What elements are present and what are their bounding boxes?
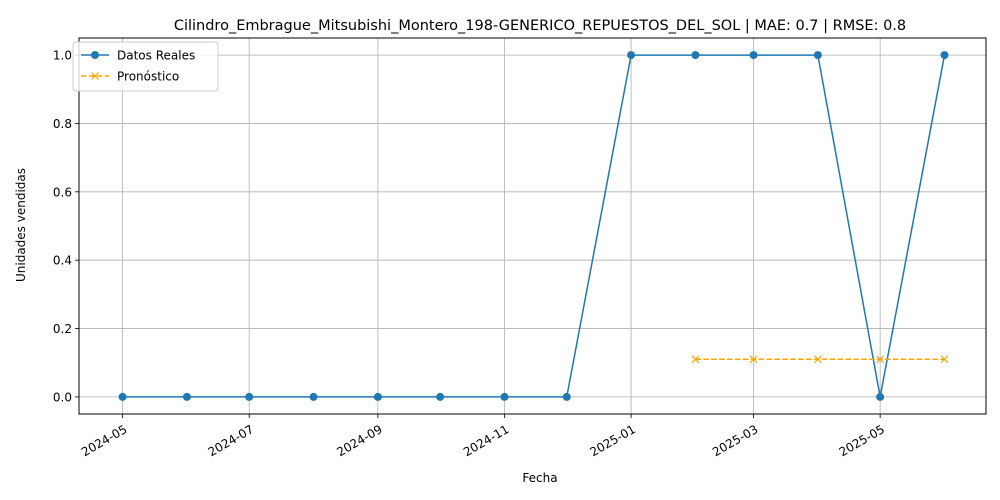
data-point-pronostico — [813, 355, 822, 364]
data-point-datos-reales — [182, 392, 191, 401]
series-line-datos-reales — [122, 54, 946, 398]
data-point-datos-reales — [245, 392, 254, 401]
axes-frame — [78, 37, 987, 415]
legend-label-pronostico: Pronóstico — [117, 70, 179, 84]
series-layer — [118, 51, 949, 401]
data-point-pronostico — [691, 355, 700, 364]
data-point-pronostico — [749, 355, 758, 364]
y-tick-label: 1.0 — [53, 49, 72, 63]
data-point-datos-reales — [876, 392, 885, 401]
legend-box — [72, 41, 219, 92]
data-point-datos-reales — [562, 392, 571, 401]
y-tick-label: 0.0 — [53, 390, 72, 404]
y-axis-label: Unidades vendidas — [14, 168, 28, 282]
data-point-datos-reales — [373, 392, 382, 401]
data-point-datos-reales — [940, 51, 949, 60]
data-point-datos-reales — [436, 392, 445, 401]
data-point-datos-reales — [813, 51, 822, 60]
data-point-datos-reales — [691, 51, 700, 60]
legend-label-datos-reales: Datos Reales — [117, 49, 195, 63]
y-tick-label: 0.6 — [53, 185, 72, 199]
data-point-pronostico — [940, 355, 949, 364]
chart-title: Cilindro_Embrague_Mitsubishi_Montero_198… — [174, 18, 906, 34]
legend: Datos Reales Pronóstico — [72, 41, 219, 92]
y-tick-label: 0.8 — [53, 117, 72, 131]
legend-marker-datos-reales — [91, 51, 99, 59]
legend-marker-pronostico — [91, 72, 99, 80]
y-tick-label: 0.4 — [53, 254, 72, 268]
data-point-datos-reales — [627, 51, 636, 60]
data-point-datos-reales — [118, 392, 127, 401]
data-point-datos-reales — [309, 392, 318, 401]
data-point-pronostico — [876, 355, 885, 364]
data-point-datos-reales — [749, 51, 758, 60]
x-axis-label: Fecha — [522, 471, 557, 485]
data-point-datos-reales — [500, 392, 509, 401]
y-tick-label: 0.2 — [53, 322, 72, 336]
